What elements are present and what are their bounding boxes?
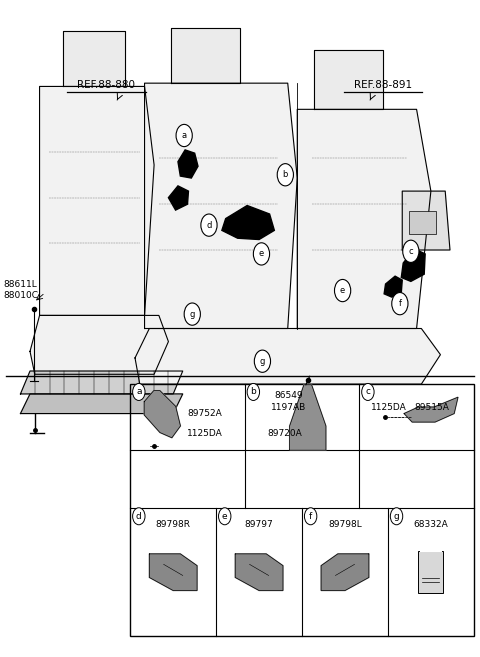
- Polygon shape: [171, 28, 240, 83]
- Text: e: e: [222, 512, 228, 521]
- Circle shape: [390, 508, 403, 525]
- Polygon shape: [178, 150, 198, 178]
- Polygon shape: [30, 315, 168, 374]
- Text: REF.88-880: REF.88-880: [77, 79, 135, 90]
- Text: 89720A: 89720A: [267, 428, 302, 438]
- Polygon shape: [144, 391, 180, 438]
- Text: 89515A: 89515A: [414, 403, 449, 411]
- Circle shape: [254, 350, 271, 373]
- Bar: [409, 211, 436, 234]
- Polygon shape: [321, 554, 369, 591]
- Polygon shape: [235, 554, 283, 591]
- Polygon shape: [297, 109, 431, 328]
- Circle shape: [253, 243, 270, 265]
- Polygon shape: [222, 206, 275, 240]
- Circle shape: [247, 384, 260, 401]
- Text: e: e: [259, 250, 264, 258]
- Text: 1197AB: 1197AB: [271, 403, 306, 411]
- Polygon shape: [39, 87, 154, 315]
- Text: REF.88-891: REF.88-891: [354, 79, 412, 90]
- Text: g: g: [394, 512, 399, 521]
- Polygon shape: [21, 371, 183, 394]
- Text: c: c: [365, 388, 371, 396]
- Circle shape: [304, 508, 317, 525]
- Text: a: a: [136, 388, 142, 396]
- Circle shape: [132, 508, 145, 525]
- Circle shape: [201, 214, 217, 237]
- Circle shape: [335, 279, 351, 302]
- Polygon shape: [135, 328, 441, 384]
- Polygon shape: [168, 186, 189, 210]
- Text: 88611L: 88611L: [4, 279, 37, 288]
- Text: f: f: [309, 512, 312, 521]
- Text: 89798R: 89798R: [156, 520, 191, 529]
- Polygon shape: [149, 554, 197, 591]
- Text: d: d: [206, 221, 212, 230]
- Circle shape: [184, 303, 200, 325]
- Text: f: f: [398, 299, 401, 308]
- Polygon shape: [314, 51, 383, 109]
- Circle shape: [218, 508, 231, 525]
- Text: 89752A: 89752A: [187, 409, 222, 418]
- Text: a: a: [181, 131, 187, 140]
- Polygon shape: [404, 397, 458, 422]
- Circle shape: [403, 240, 419, 262]
- Text: g: g: [190, 309, 195, 319]
- Text: 88010C: 88010C: [4, 291, 39, 300]
- Text: 89797: 89797: [245, 520, 274, 529]
- Text: c: c: [408, 247, 413, 256]
- Text: d: d: [136, 512, 142, 521]
- Text: 1125DA: 1125DA: [187, 428, 223, 438]
- Polygon shape: [144, 83, 297, 328]
- Polygon shape: [402, 191, 450, 250]
- Text: 1125DA: 1125DA: [371, 403, 407, 411]
- Circle shape: [277, 164, 293, 186]
- Polygon shape: [21, 394, 183, 413]
- Polygon shape: [384, 276, 402, 297]
- Circle shape: [362, 384, 374, 401]
- Text: 89798L: 89798L: [328, 520, 362, 529]
- Bar: [130, 384, 474, 636]
- Text: b: b: [283, 170, 288, 179]
- Text: g: g: [260, 357, 265, 366]
- Bar: [419, 551, 444, 593]
- Text: b: b: [251, 388, 256, 396]
- Circle shape: [176, 124, 192, 147]
- Circle shape: [132, 384, 145, 401]
- Text: 86549: 86549: [274, 392, 302, 400]
- Text: 68332A: 68332A: [413, 520, 448, 529]
- Text: e: e: [340, 286, 345, 295]
- Circle shape: [392, 292, 408, 315]
- Polygon shape: [289, 385, 326, 450]
- Polygon shape: [401, 249, 425, 281]
- Polygon shape: [63, 31, 125, 87]
